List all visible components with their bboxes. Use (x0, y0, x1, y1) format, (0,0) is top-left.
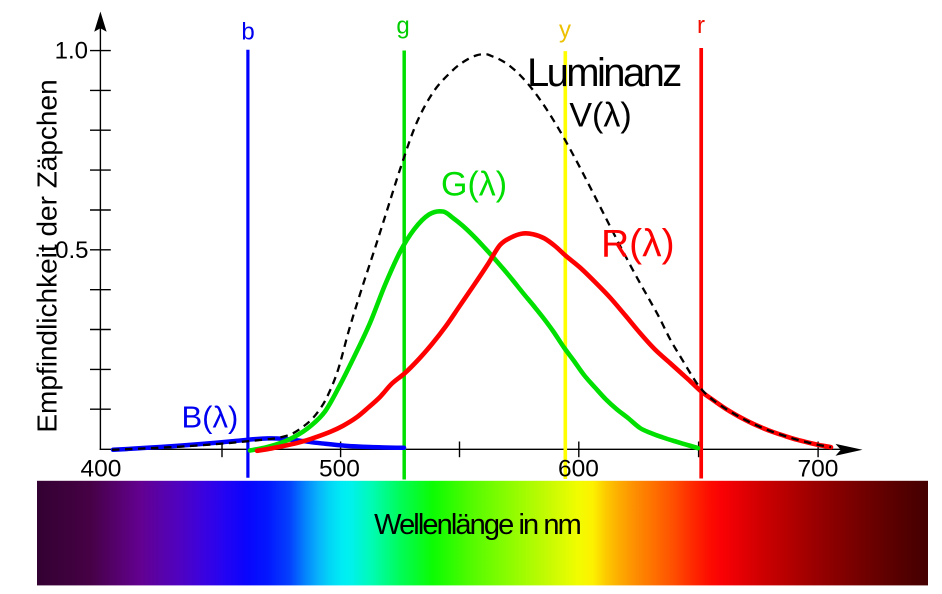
svg-text:500: 500 (319, 455, 360, 482)
svg-text:b: b (241, 18, 254, 45)
svg-text:700: 700 (798, 455, 839, 482)
svg-text:Luminanz: Luminanz (527, 51, 681, 95)
svg-text:0.5: 0.5 (55, 237, 88, 264)
svg-text:1.0: 1.0 (55, 38, 88, 65)
svg-text:600: 600 (558, 455, 599, 482)
svg-text:Wellenlänge in nm: Wellenlänge in nm (374, 509, 580, 541)
svg-text:r: r (697, 12, 705, 39)
svg-text:B(λ): B(λ) (182, 400, 239, 435)
svg-text:R(λ): R(λ) (601, 223, 675, 266)
svg-text:V(λ): V(λ) (569, 96, 631, 134)
svg-text:Empfindlichkeit der Zäpchen: Empfindlichkeit der Zäpchen (32, 79, 63, 432)
svg-text:400: 400 (81, 455, 122, 482)
svg-text:y: y (559, 17, 571, 44)
svg-text:G(λ): G(λ) (441, 166, 507, 204)
svg-text:g: g (396, 13, 409, 40)
